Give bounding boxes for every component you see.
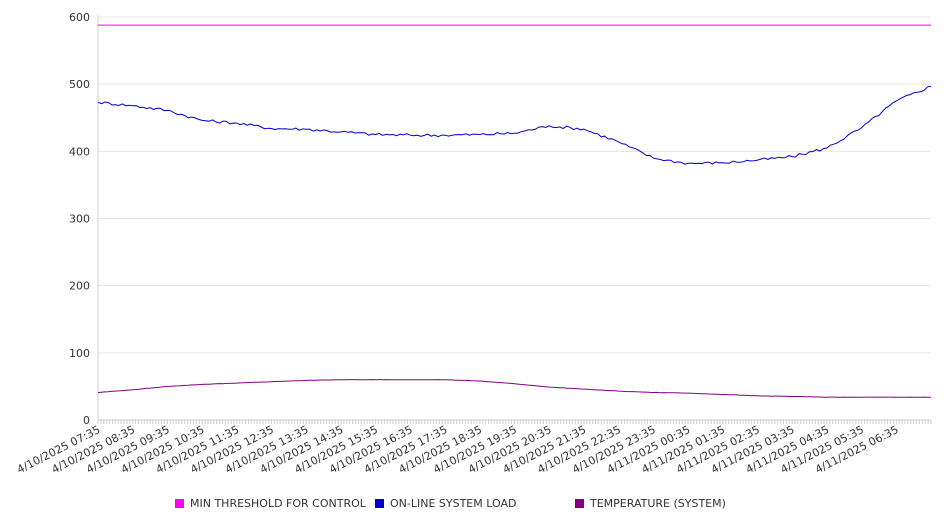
y-tick-label: 500: [69, 78, 90, 91]
legend-swatch-temperature: [575, 499, 584, 508]
legend-item-temperature[interactable]: TEMPERATURE (SYSTEM): [575, 497, 726, 510]
legend-item-min-threshold[interactable]: MIN THRESHOLD FOR CONTROL: [175, 497, 366, 510]
y-tick-label: 200: [69, 280, 90, 293]
legend-swatch-system-load: [375, 499, 384, 508]
series-line-on-line-system-load: [97, 85, 932, 165]
legend-swatch-min-threshold: [175, 499, 184, 508]
series-line-temperature-system: [97, 379, 931, 398]
legend-label-temperature: TEMPERATURE (SYSTEM): [590, 497, 726, 510]
y-axis-ticks: 0 100 200 300 400 500 600: [69, 11, 90, 427]
y-tick-label: 600: [69, 11, 90, 24]
y-tick-label: 400: [69, 145, 90, 158]
legend-label-min-threshold: MIN THRESHOLD FOR CONTROL: [190, 497, 366, 510]
series-lines: [97, 24, 932, 398]
grid-lines: [98, 16, 931, 421]
legend-label-system-load: ON-LINE SYSTEM LOAD: [390, 497, 517, 510]
legend: MIN THRESHOLD FOR CONTROL ON-LINE SYSTEM…: [0, 497, 946, 515]
y-tick-label: 100: [69, 347, 90, 360]
x-axis-ticks: 4/10/2025 07:354/10/2025 08:354/10/2025 …: [15, 423, 901, 476]
legend-item-system-load[interactable]: ON-LINE SYSTEM LOAD: [375, 497, 516, 510]
axes: [97, 15, 932, 424]
y-tick-label: 0: [83, 414, 90, 427]
y-tick-label: 300: [69, 213, 90, 226]
